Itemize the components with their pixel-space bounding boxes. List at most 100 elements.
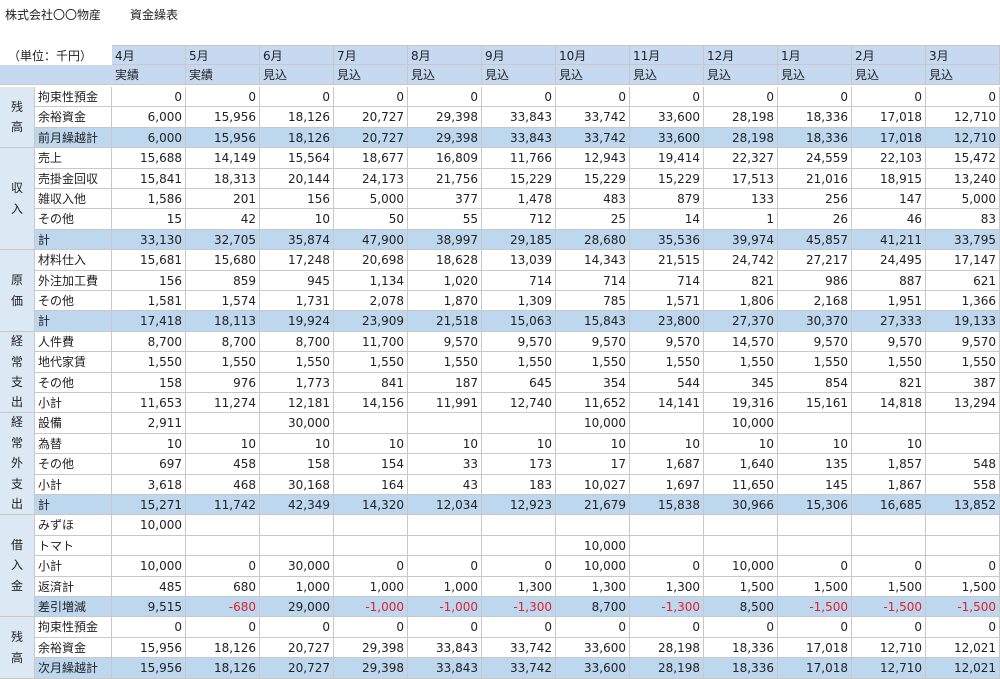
value-cell: 27,370	[704, 311, 778, 332]
value-cell	[926, 515, 1000, 536]
value-cell: 24,559	[778, 148, 852, 169]
value-cell: 147	[852, 189, 926, 209]
value-cell: 18,336	[704, 658, 778, 679]
value-cell: 1,300	[482, 577, 556, 597]
value-cell: 10	[778, 434, 852, 454]
value-cell	[852, 515, 926, 536]
value-cell	[852, 413, 926, 434]
value-cell: 15	[112, 209, 186, 230]
value-cell: 483	[556, 189, 630, 209]
value-cell: 29,000	[260, 597, 334, 617]
value-cell: 11,742	[186, 495, 260, 515]
kind-header: 実績	[186, 65, 260, 85]
value-cell: 15,688	[112, 148, 186, 169]
value-cell: 0	[630, 87, 704, 107]
value-cell: 0	[112, 87, 186, 107]
row-label: 人件費	[35, 332, 112, 352]
section-label: 収入	[0, 148, 35, 250]
value-cell: 29,398	[408, 128, 482, 148]
value-cell: 0	[926, 617, 1000, 638]
value-cell: 1,550	[408, 352, 482, 373]
value-cell: 29,398	[334, 638, 408, 658]
value-cell: 12,943	[556, 148, 630, 169]
value-cell	[334, 413, 408, 434]
value-cell: 1,870	[408, 291, 482, 311]
value-cell: 458	[186, 454, 260, 475]
value-cell: 1,550	[334, 352, 408, 373]
value-cell: 10	[260, 434, 334, 454]
value-cell: 18,126	[186, 638, 260, 658]
value-cell: 28,198	[704, 128, 778, 148]
value-cell: 485	[112, 577, 186, 597]
value-cell: 1,586	[112, 189, 186, 209]
value-cell: 15,680	[186, 250, 260, 271]
value-cell: 18,126	[260, 128, 334, 148]
value-cell: 0	[408, 617, 482, 638]
value-cell: 10,000	[112, 515, 186, 536]
value-cell: 680	[186, 577, 260, 597]
section-label: 経常支出	[0, 332, 35, 413]
value-cell: 1,806	[704, 291, 778, 311]
section-label: 原価	[0, 250, 35, 332]
value-cell	[926, 434, 1000, 454]
value-cell: 0	[630, 556, 704, 577]
row-label: 外注加工費	[35, 271, 112, 291]
value-cell: 18,336	[778, 128, 852, 148]
value-cell: 9,570	[778, 332, 852, 352]
value-cell: 714	[630, 271, 704, 291]
value-cell: 33,600	[556, 658, 630, 679]
kind-header: 見込	[482, 65, 556, 85]
value-cell: 15,681	[112, 250, 186, 271]
value-cell: 11,653	[112, 393, 186, 413]
row-label: その他	[35, 291, 112, 311]
row-label: 小計	[35, 393, 112, 413]
section-text: 残高	[10, 630, 23, 665]
section-text: 経常外支出	[10, 415, 23, 512]
value-cell: 14,149	[186, 148, 260, 169]
value-cell: 30,966	[704, 495, 778, 515]
value-cell: 12,034	[408, 495, 482, 515]
value-cell	[482, 536, 556, 556]
value-cell: 173	[482, 454, 556, 475]
value-cell: 20,698	[334, 250, 408, 271]
value-cell: 14,320	[334, 495, 408, 515]
value-cell	[260, 536, 334, 556]
value-cell: 33,742	[556, 107, 630, 128]
month-header: 12月	[704, 45, 778, 65]
value-cell: 156	[260, 189, 334, 209]
value-cell: 33,742	[482, 638, 556, 658]
value-cell: 21,679	[556, 495, 630, 515]
value-cell: 621	[926, 271, 1000, 291]
month-header: 5月	[186, 45, 260, 65]
value-cell: 1,020	[408, 271, 482, 291]
value-cell: 27,333	[852, 311, 926, 332]
value-cell: 841	[334, 373, 408, 393]
value-cell: 17,147	[926, 250, 1000, 271]
value-cell: 0	[334, 87, 408, 107]
value-cell: 12,021	[926, 658, 1000, 679]
value-cell: 10	[556, 434, 630, 454]
value-cell: 15,229	[556, 169, 630, 189]
value-cell: 15,843	[556, 311, 630, 332]
value-cell: 201	[186, 189, 260, 209]
value-cell: 1,478	[482, 189, 556, 209]
value-cell	[186, 413, 260, 434]
section-text: 原価	[10, 273, 23, 308]
value-cell	[112, 536, 186, 556]
value-cell: 10	[630, 434, 704, 454]
value-cell	[408, 515, 482, 536]
value-cell	[334, 536, 408, 556]
value-cell: 0	[186, 556, 260, 577]
value-cell: 11,652	[556, 393, 630, 413]
kind-header: 見込	[630, 65, 704, 85]
value-cell: 17,018	[852, 107, 926, 128]
value-cell: 1,867	[852, 475, 926, 495]
value-cell: 854	[778, 373, 852, 393]
value-cell: 354	[556, 373, 630, 393]
value-cell: 976	[186, 373, 260, 393]
value-cell: 33,130	[112, 230, 186, 250]
value-cell: 0	[778, 87, 852, 107]
value-cell	[334, 515, 408, 536]
kind-header: 見込	[704, 65, 778, 85]
value-cell	[704, 515, 778, 536]
